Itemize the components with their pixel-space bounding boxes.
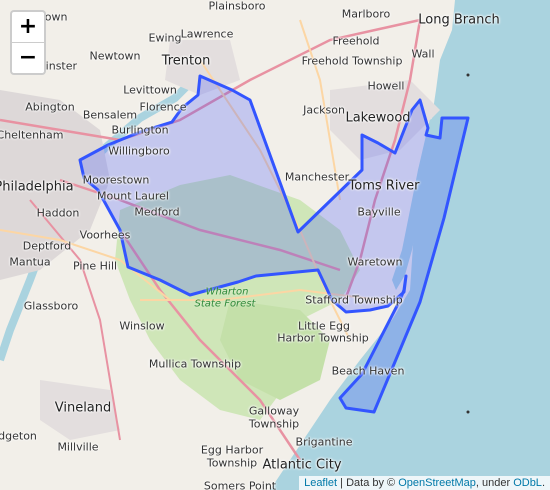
primary-road — [299, 19, 341, 201]
minus-icon: − — [18, 45, 38, 70]
forest-area — [220, 300, 330, 400]
attribution-text: , under — [475, 477, 514, 489]
zoom-out-button[interactable]: − — [12, 42, 44, 73]
highway — [29, 199, 121, 441]
plus-icon: + — [18, 14, 38, 39]
attribution-text: . — [541, 477, 545, 489]
bay-water — [392, 118, 440, 290]
zoom-in-button[interactable]: + — [12, 12, 44, 42]
osm-link[interactable]: OpenStreetMap — [398, 477, 476, 489]
odbl-link[interactable]: ODbL — [513, 477, 542, 489]
highway — [118, 229, 302, 461]
buoy-marker — [466, 410, 470, 414]
leaflet-link[interactable]: Leaflet — [304, 477, 338, 489]
highway — [343, 19, 422, 301]
attribution-bar: Leaflet | Data by © OpenStreetMap, under… — [299, 476, 550, 490]
buoy-marker — [466, 73, 470, 77]
ocean — [270, 0, 550, 490]
urban-area — [0, 90, 110, 280]
zoom-control: + − — [10, 10, 46, 75]
urban-area — [330, 80, 440, 160]
county-boundary-polygon — [78, 74, 470, 414]
urban-area — [40, 380, 120, 440]
primary-road — [140, 288, 381, 301]
primary-road — [0, 229, 171, 301]
urban-area — [165, 40, 240, 95]
highway — [0, 18, 421, 142]
attribution-text: | Data by © — [337, 477, 399, 489]
